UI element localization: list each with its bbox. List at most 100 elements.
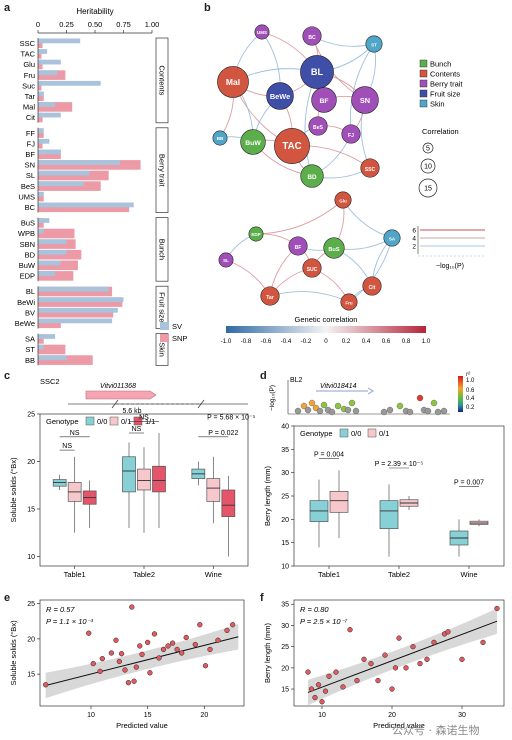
gwas-point: [344, 406, 352, 414]
bar-snp: [38, 228, 75, 239]
bar-sv: [38, 286, 109, 292]
gwas-point: [348, 399, 356, 407]
gwas-point: [328, 408, 336, 416]
legend-label: 0/0: [97, 417, 107, 426]
network-node: [218, 252, 234, 268]
r2-colorbar: [458, 376, 463, 412]
legend-label: Fruit size: [430, 90, 460, 99]
panel-label-f: f: [260, 592, 264, 604]
network-node-label: ST: [371, 42, 377, 47]
y-tick-label: 10: [281, 564, 289, 571]
pvalue-label: −log₁₀(P): [436, 263, 464, 270]
x-tick-label: 0.25: [59, 20, 74, 29]
category-label: Fru: [24, 71, 35, 80]
stat-p: P = 2.5 × 10⁻⁷: [300, 617, 348, 626]
scatter-point: [333, 669, 339, 675]
gwas-point: [406, 408, 414, 416]
category-label: Suc: [22, 81, 35, 90]
legend-swatch: [419, 89, 428, 98]
bar-sv: [38, 271, 56, 276]
scatter-point: [368, 660, 374, 667]
legend-label: Skin: [430, 100, 445, 109]
scatter-point: [431, 639, 437, 646]
gwas-point: [430, 399, 438, 407]
gwas-point: [424, 407, 432, 415]
scatter-point: [312, 694, 318, 701]
category-label: BB: [25, 356, 35, 365]
bar-sv: [38, 228, 44, 234]
category-label: Glu: [23, 60, 35, 69]
scatter-point: [322, 688, 329, 694]
network-node-label: TAC: [282, 141, 301, 152]
network-node: [254, 24, 270, 40]
scatter-point: [389, 686, 395, 692]
y-axis-title: Berry length (mm): [263, 622, 272, 683]
scatter-point: [116, 658, 122, 665]
box-body: [122, 456, 136, 493]
category-label: BC: [25, 203, 36, 212]
scatter-point: [305, 669, 311, 675]
y-tick-label: 35: [281, 447, 289, 454]
y-tick-label: 25: [281, 494, 289, 501]
bar-sv: [38, 249, 67, 255]
colorbar-tick-label: 0.6: [382, 338, 391, 345]
scatter-point: [354, 677, 360, 684]
network-node-label: BeS: [313, 125, 323, 131]
scatter-point: [145, 639, 151, 646]
category-label: FJ: [27, 139, 36, 148]
network-node-label: BF: [295, 245, 302, 251]
bar-sv: [38, 128, 44, 134]
gene-name: Vitvi018414: [320, 383, 357, 390]
r2-title: r²: [466, 372, 471, 378]
box-body: [52, 479, 67, 487]
network-node: [360, 158, 380, 178]
legend-swatch: [419, 99, 428, 108]
network-node-label: FJ: [348, 133, 354, 139]
break-mark: [111, 399, 119, 409]
bar-sv: [38, 181, 84, 187]
gwas-point: [380, 408, 388, 416]
network-node-label: BeWe: [270, 92, 290, 101]
scatter-point: [160, 646, 167, 653]
network-node-label: Tar: [266, 295, 274, 301]
scatter-point: [215, 637, 221, 643]
network-node: [300, 55, 334, 89]
y-tick-label: 10: [27, 554, 35, 561]
network-node-label: BuS: [328, 247, 340, 253]
bar-sv: [38, 307, 118, 313]
bar-sv: [38, 138, 50, 144]
x-tick-label: Table2: [388, 570, 410, 579]
network-node: [274, 128, 310, 164]
bar-sv: [38, 38, 81, 44]
network-node: [308, 116, 328, 136]
network-node: [311, 87, 337, 113]
colorbar-tick-label: 0.8: [402, 338, 411, 345]
group-box: [155, 127, 169, 213]
bar-sv: [38, 49, 48, 54]
network-node-label: Fru: [345, 300, 353, 305]
network-node-label: Glu: [339, 198, 347, 203]
scatter-point: [361, 656, 367, 663]
category-label: Cit: [26, 113, 36, 122]
colorbar-tick-label: 0: [324, 338, 328, 345]
scatter-point: [315, 682, 322, 688]
scatter-point: [43, 682, 49, 688]
y-axis-title: Soluble solids (°Bx): [9, 620, 18, 686]
x-tick-label: 30: [458, 712, 466, 719]
x-tick-label: 0: [36, 20, 40, 29]
scatter-point: [382, 652, 388, 658]
network-node: [341, 124, 361, 144]
y-tick-label: 15: [27, 507, 35, 514]
colorbar-tick-label: -0.2: [301, 338, 312, 345]
category-label: SA: [25, 335, 35, 344]
gwas-point: [396, 402, 404, 410]
network-node: [288, 236, 308, 256]
panel-label-e: e: [4, 592, 11, 604]
network-node: [340, 293, 358, 311]
scatter-point: [347, 627, 353, 633]
scatter-point: [97, 668, 103, 675]
legend-swatch: [419, 69, 428, 78]
category-label: Mal: [23, 103, 35, 112]
x-tick-label: Table1: [64, 570, 86, 579]
r2-tick-label: 0.2: [466, 405, 475, 411]
